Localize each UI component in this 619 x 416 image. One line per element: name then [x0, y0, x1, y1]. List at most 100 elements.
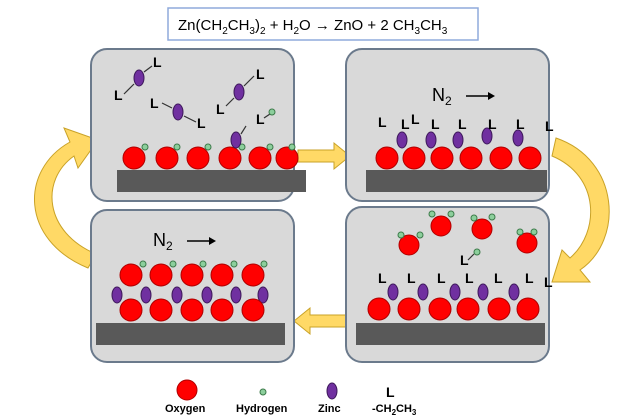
oxygen-atom [241, 263, 265, 287]
zinc-atom [396, 131, 408, 149]
ligand-label: L [460, 252, 469, 268]
ligand-label: L [153, 54, 162, 70]
oxygen-atom [428, 297, 452, 321]
oxygen-atom [471, 218, 493, 240]
zinc-atom [233, 83, 245, 101]
ligand-label: L [494, 270, 503, 286]
hydrogen-atom [266, 143, 274, 151]
hydrogen-atom [268, 108, 276, 116]
ligand-label: L [378, 114, 387, 130]
zinc-atom [452, 131, 464, 149]
oxygen-atom [218, 146, 242, 170]
ligand-label: L [407, 270, 416, 286]
oxygen-atom [119, 263, 143, 287]
bond-line [263, 113, 271, 119]
zinc-atom [512, 129, 524, 147]
legend-zinc-label: Zinc [318, 403, 341, 415]
nitrogen-purge-label: N2 [432, 85, 452, 108]
hydrogen-atom [530, 228, 538, 236]
bond-line [123, 83, 135, 95]
oxygen-atom [456, 297, 480, 321]
equation-text: Zn(CH2CH3)2 + H2O → ZnO + 2 CH3CH3 [178, 17, 448, 37]
oxygen-atom [487, 297, 511, 321]
purge-arrow-head [209, 237, 216, 245]
ligand-label: L [431, 116, 440, 132]
zinc-atom [477, 283, 489, 301]
ligand-label: L [411, 111, 420, 127]
substrate [366, 170, 547, 192]
oxygen-atom [210, 298, 234, 322]
nitrogen-purge-label: N2 [153, 230, 173, 253]
oxygen-atom [155, 146, 179, 170]
legend: Oxygen Hydrogen Zinc L -CH2CH3 [165, 379, 417, 416]
hydrogen-atom [473, 248, 481, 256]
ligand-label: L [525, 270, 534, 286]
zinc-atom [508, 283, 520, 301]
ligand-label: L [197, 115, 206, 131]
flow-arrow-top [297, 141, 351, 171]
legend-oxygen-swatch [176, 379, 198, 401]
ligand-label: L [401, 116, 410, 132]
oxygen-atom [180, 298, 204, 322]
oxygen-atom [430, 215, 452, 237]
oxygen-atom [397, 297, 421, 321]
zinc-atom [172, 103, 184, 121]
ligand-label: L [458, 116, 467, 132]
hydrogen-atom [470, 214, 478, 222]
reaction-equation: Zn(CH2CH3)2 + H2O → ZnO + 2 CH3CH3 [167, 7, 479, 41]
oxygen-atom [398, 234, 420, 256]
hydrogen-atom [139, 260, 147, 268]
bond-line [225, 97, 235, 107]
oxygen-atom [186, 146, 210, 170]
zinc-atom [449, 283, 461, 301]
panel-bottom-right: LL L L L L L L [345, 206, 553, 363]
oxygen-atom [516, 232, 538, 254]
zinc-atom [230, 286, 242, 304]
oxygen-atom [210, 263, 234, 287]
substrate [96, 323, 285, 345]
zinc-atom [425, 131, 437, 149]
hydrogen-atom [288, 143, 296, 151]
legend-zinc-swatch [326, 382, 338, 400]
hydrogen-atom [260, 260, 268, 268]
hydrogen-atom [397, 231, 405, 239]
hydrogen-atom [173, 143, 181, 151]
zinc-atom [201, 286, 213, 304]
zinc-atom [140, 286, 152, 304]
ligand-label: L [516, 116, 525, 132]
hydrogen-atom [199, 260, 207, 268]
ligand-label: L [465, 270, 474, 286]
oxygen-atom [402, 146, 426, 170]
panel-top-right: N2 L L L L L LL L [345, 48, 554, 202]
ligand-label: L [256, 111, 265, 127]
oxygen-atom [430, 146, 454, 170]
hydrogen-atom [230, 260, 238, 268]
bond-line [240, 125, 247, 135]
bond-line [243, 75, 255, 87]
hydrogen-atom [428, 210, 436, 218]
bond-line [467, 253, 475, 261]
ligand-label: L [216, 101, 225, 117]
legend-hydrogen-swatch [259, 388, 267, 396]
zinc-atom [387, 283, 399, 301]
flow-arrow-bottom [293, 306, 347, 336]
oxygen-atom [122, 146, 146, 170]
oxygen-atom [516, 297, 540, 321]
legend-oxygen-label: Oxygen [165, 403, 206, 415]
purge-arrow-head [488, 92, 495, 100]
cycle-arrow-right [551, 137, 610, 283]
zinc-atom [133, 69, 145, 87]
ligand-label: L [378, 270, 387, 286]
ligand-label: L [544, 274, 553, 290]
oxygen-atom [241, 298, 265, 322]
oxygen-atom [248, 146, 272, 170]
panel-bottom-left: N2 [90, 209, 295, 363]
oxygen-atom [367, 297, 391, 321]
hydrogen-atom [488, 213, 496, 221]
hydrogen-atom [447, 210, 455, 218]
ligand-label: L [150, 95, 159, 111]
ligand-label: L [256, 66, 265, 82]
zinc-atom [257, 286, 269, 304]
